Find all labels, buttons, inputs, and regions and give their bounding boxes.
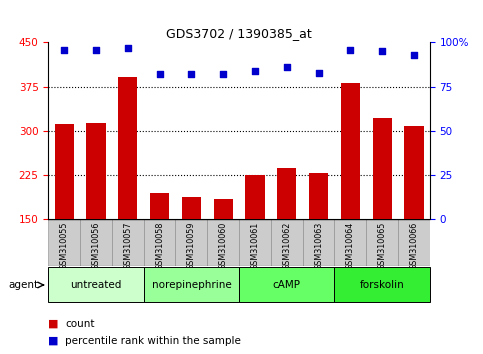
Point (92, 47, 100, 52)
Bar (144, 268, 239, 302)
Bar (112, 219, 144, 266)
Point (156, 72, 163, 77)
Bar (150, 193, 169, 219)
Text: count: count (65, 319, 95, 329)
Bar (118, 77, 137, 219)
Text: untreated: untreated (71, 280, 122, 290)
Bar (144, 219, 175, 266)
Point (410, 52, 418, 58)
Bar (55, 124, 74, 219)
Text: cAMP: cAMP (273, 280, 301, 290)
Bar (175, 219, 207, 266)
Bar (245, 175, 265, 219)
Text: norepinephrine: norepinephrine (152, 280, 231, 290)
Bar (277, 167, 297, 219)
Point (315, 70, 323, 75)
Bar (80, 219, 112, 266)
Bar (182, 197, 201, 219)
Text: GSM310057: GSM310057 (123, 222, 132, 270)
Title: GDS3702 / 1390385_at: GDS3702 / 1390385_at (166, 27, 312, 40)
Text: GSM310056: GSM310056 (91, 222, 100, 270)
Text: forskolin: forskolin (360, 280, 405, 290)
Bar (271, 219, 303, 266)
Bar (341, 82, 360, 219)
Text: GSM310055: GSM310055 (60, 222, 69, 270)
Text: ■: ■ (48, 319, 59, 329)
Bar (213, 199, 233, 219)
Bar (309, 173, 328, 219)
Bar (207, 219, 239, 266)
Bar (48, 268, 144, 302)
Point (187, 72, 195, 77)
Text: percentile rank within the sample: percentile rank within the sample (65, 336, 241, 346)
Text: GSM310059: GSM310059 (187, 222, 196, 270)
Point (124, 45, 132, 51)
Bar (86, 123, 106, 219)
Bar (366, 219, 398, 266)
Bar (303, 219, 335, 266)
Point (219, 72, 227, 77)
Point (378, 48, 386, 54)
Bar (48, 219, 80, 266)
Text: ■: ■ (48, 336, 59, 346)
Point (346, 47, 354, 52)
Text: GSM310062: GSM310062 (282, 222, 291, 270)
Point (60, 47, 68, 52)
Bar (239, 268, 334, 302)
Text: GSM310066: GSM310066 (410, 222, 418, 270)
Point (251, 68, 259, 74)
Text: GSM310065: GSM310065 (378, 222, 387, 270)
Bar (398, 219, 430, 266)
Bar (404, 126, 424, 219)
Text: GSM310063: GSM310063 (314, 222, 323, 270)
Text: GSM310064: GSM310064 (346, 222, 355, 270)
Text: agent: agent (9, 280, 39, 290)
Text: GSM310060: GSM310060 (219, 222, 227, 270)
Text: GSM310061: GSM310061 (251, 222, 259, 270)
Bar (373, 118, 392, 219)
Bar (239, 219, 271, 266)
Text: GSM310058: GSM310058 (155, 222, 164, 270)
Bar (335, 268, 430, 302)
Bar (335, 219, 366, 266)
Point (283, 64, 291, 70)
